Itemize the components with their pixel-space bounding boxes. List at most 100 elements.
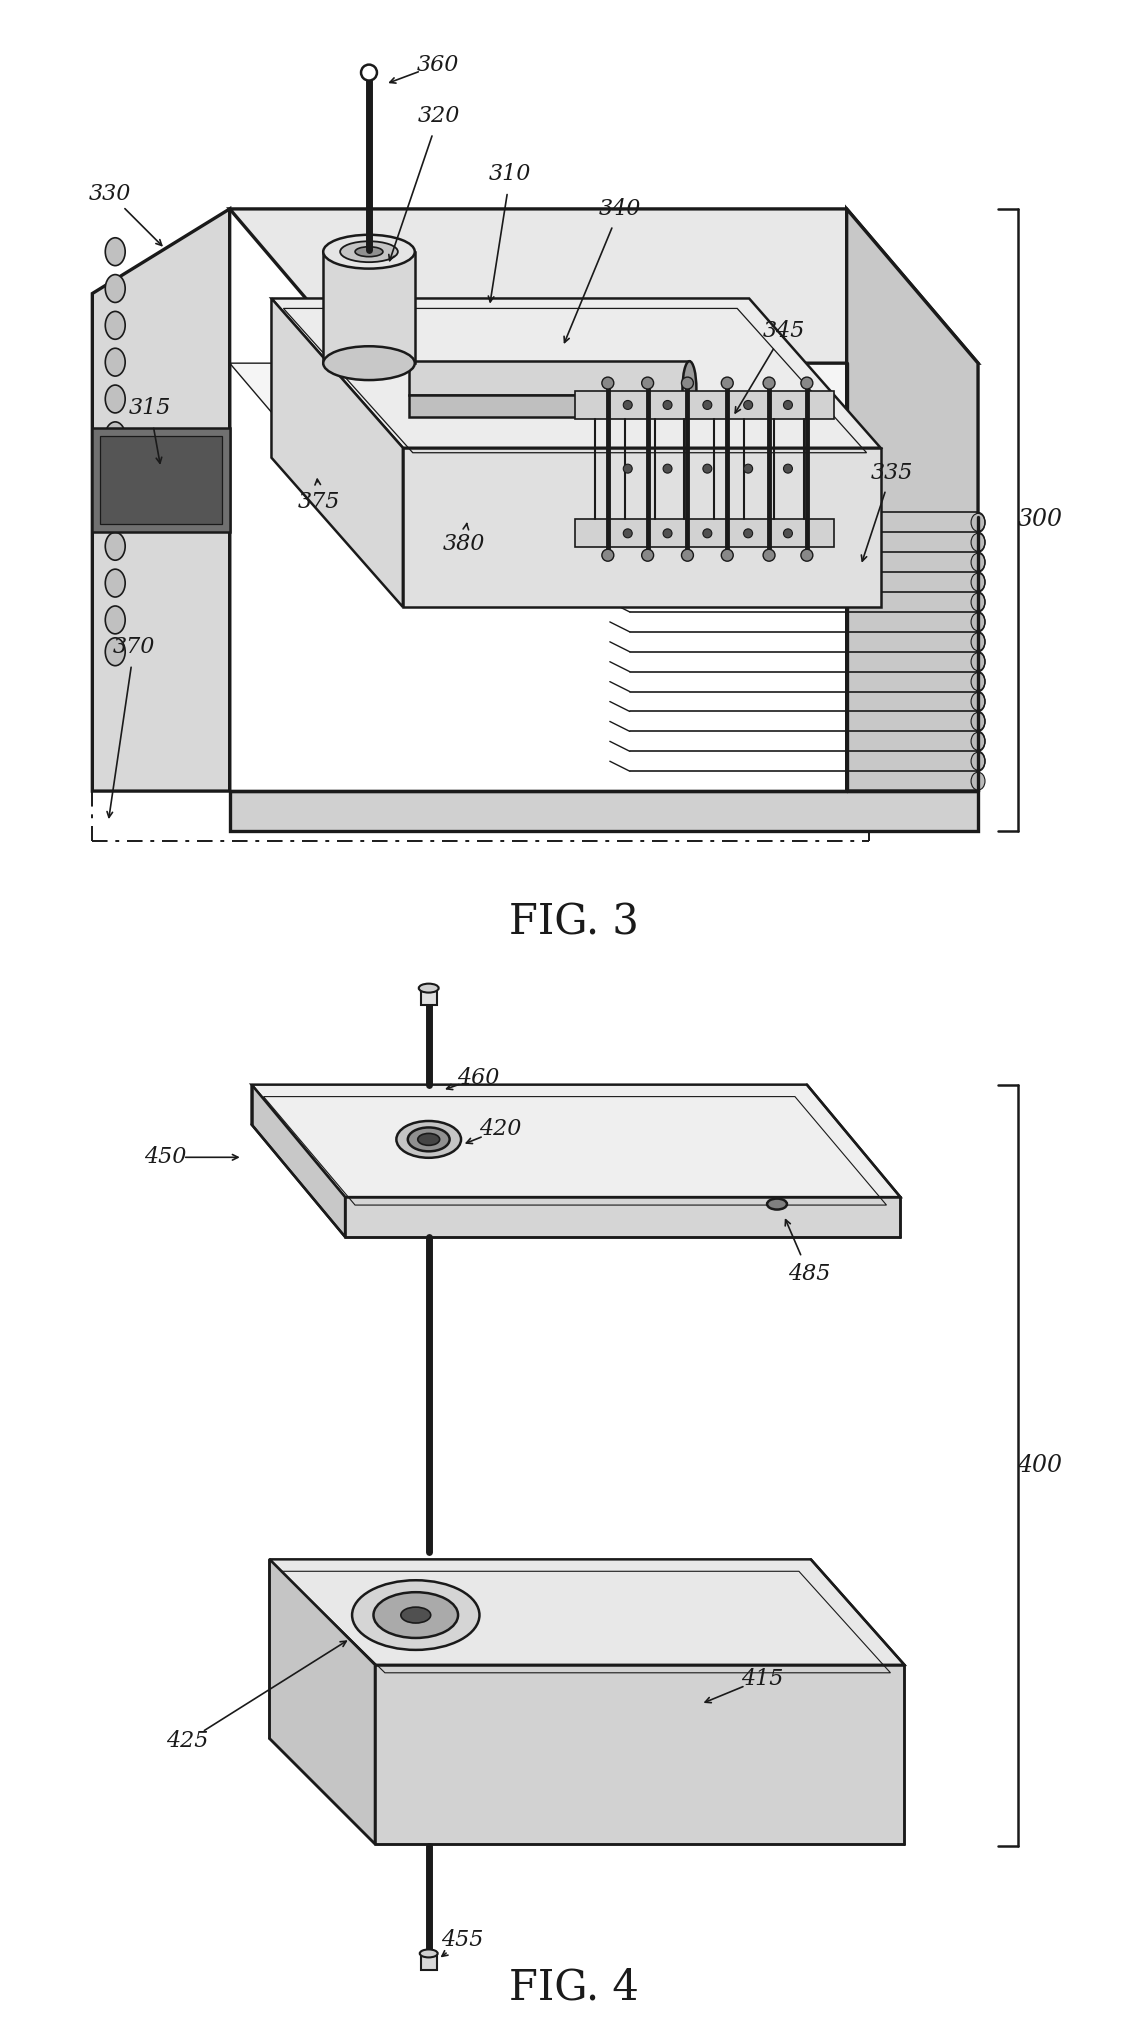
- Ellipse shape: [642, 377, 653, 389]
- Polygon shape: [230, 363, 978, 517]
- Text: 320: 320: [418, 105, 460, 128]
- Polygon shape: [847, 209, 978, 791]
- Polygon shape: [409, 361, 690, 395]
- Ellipse shape: [971, 711, 985, 730]
- Ellipse shape: [106, 312, 125, 339]
- Text: 360: 360: [417, 53, 459, 75]
- Polygon shape: [409, 395, 690, 418]
- Ellipse shape: [623, 401, 633, 409]
- Polygon shape: [403, 448, 881, 606]
- Ellipse shape: [106, 495, 125, 523]
- Ellipse shape: [783, 401, 792, 409]
- Ellipse shape: [602, 549, 614, 561]
- Ellipse shape: [703, 401, 712, 409]
- Ellipse shape: [682, 549, 693, 561]
- Ellipse shape: [763, 549, 775, 561]
- Ellipse shape: [360, 65, 377, 81]
- Ellipse shape: [106, 274, 125, 302]
- Polygon shape: [100, 436, 222, 525]
- Ellipse shape: [106, 349, 125, 377]
- Text: FIG. 4: FIG. 4: [509, 1966, 639, 2009]
- Ellipse shape: [971, 772, 985, 791]
- Text: 330: 330: [90, 182, 131, 205]
- Ellipse shape: [324, 347, 414, 381]
- Ellipse shape: [971, 594, 985, 610]
- Ellipse shape: [801, 549, 813, 561]
- Ellipse shape: [971, 653, 985, 671]
- Text: 485: 485: [788, 1263, 830, 1285]
- Ellipse shape: [401, 1607, 430, 1624]
- Text: 460: 460: [457, 1066, 499, 1088]
- Ellipse shape: [642, 549, 653, 561]
- Ellipse shape: [352, 1581, 480, 1650]
- Polygon shape: [251, 1084, 346, 1236]
- Ellipse shape: [106, 422, 125, 450]
- Text: 375: 375: [298, 491, 341, 513]
- Ellipse shape: [971, 553, 985, 572]
- Ellipse shape: [324, 235, 414, 270]
- Text: 450: 450: [144, 1147, 186, 1168]
- Text: 335: 335: [870, 462, 913, 484]
- Ellipse shape: [703, 529, 712, 537]
- Text: 420: 420: [479, 1119, 521, 1141]
- Text: 370: 370: [113, 636, 155, 659]
- Ellipse shape: [721, 377, 734, 389]
- Ellipse shape: [396, 1121, 461, 1157]
- Ellipse shape: [623, 464, 633, 472]
- Text: 400: 400: [1017, 1453, 1062, 1478]
- Ellipse shape: [106, 533, 125, 559]
- Text: 340: 340: [598, 199, 641, 219]
- Polygon shape: [271, 298, 403, 606]
- Text: 455: 455: [441, 1930, 483, 1952]
- Ellipse shape: [971, 513, 985, 531]
- Ellipse shape: [971, 533, 985, 551]
- Ellipse shape: [106, 237, 125, 266]
- Ellipse shape: [106, 385, 125, 414]
- Ellipse shape: [682, 377, 693, 389]
- Ellipse shape: [664, 401, 672, 409]
- Ellipse shape: [971, 673, 985, 691]
- Ellipse shape: [971, 732, 985, 750]
- Ellipse shape: [703, 464, 712, 472]
- Polygon shape: [270, 1559, 375, 1845]
- Ellipse shape: [420, 1950, 437, 1958]
- Polygon shape: [575, 519, 833, 547]
- Text: 315: 315: [129, 397, 171, 420]
- Ellipse shape: [721, 549, 734, 561]
- Text: 425: 425: [165, 1731, 208, 1753]
- Text: 415: 415: [740, 1668, 783, 1691]
- Ellipse shape: [106, 458, 125, 486]
- Polygon shape: [346, 1198, 900, 1236]
- Polygon shape: [575, 391, 833, 420]
- Ellipse shape: [373, 1591, 458, 1638]
- Ellipse shape: [744, 529, 753, 537]
- Ellipse shape: [340, 241, 398, 261]
- Ellipse shape: [767, 1198, 788, 1210]
- Ellipse shape: [602, 377, 614, 389]
- Text: 310: 310: [489, 162, 532, 184]
- Ellipse shape: [971, 693, 985, 711]
- Polygon shape: [92, 428, 230, 533]
- Text: 300: 300: [1017, 509, 1062, 531]
- Ellipse shape: [419, 983, 439, 993]
- Ellipse shape: [106, 570, 125, 598]
- Ellipse shape: [682, 361, 697, 418]
- Ellipse shape: [355, 247, 383, 257]
- Polygon shape: [92, 209, 230, 791]
- Text: FIG. 3: FIG. 3: [509, 902, 639, 943]
- Text: 345: 345: [762, 320, 805, 343]
- Ellipse shape: [971, 752, 985, 770]
- Polygon shape: [421, 987, 436, 1005]
- Polygon shape: [271, 298, 881, 448]
- Ellipse shape: [971, 632, 985, 651]
- Ellipse shape: [418, 1133, 440, 1145]
- Ellipse shape: [971, 612, 985, 630]
- Ellipse shape: [744, 401, 753, 409]
- Ellipse shape: [664, 464, 672, 472]
- Polygon shape: [230, 791, 978, 831]
- Ellipse shape: [801, 377, 813, 389]
- Ellipse shape: [971, 574, 985, 592]
- Ellipse shape: [664, 529, 672, 537]
- Ellipse shape: [623, 529, 633, 537]
- Polygon shape: [251, 1084, 900, 1198]
